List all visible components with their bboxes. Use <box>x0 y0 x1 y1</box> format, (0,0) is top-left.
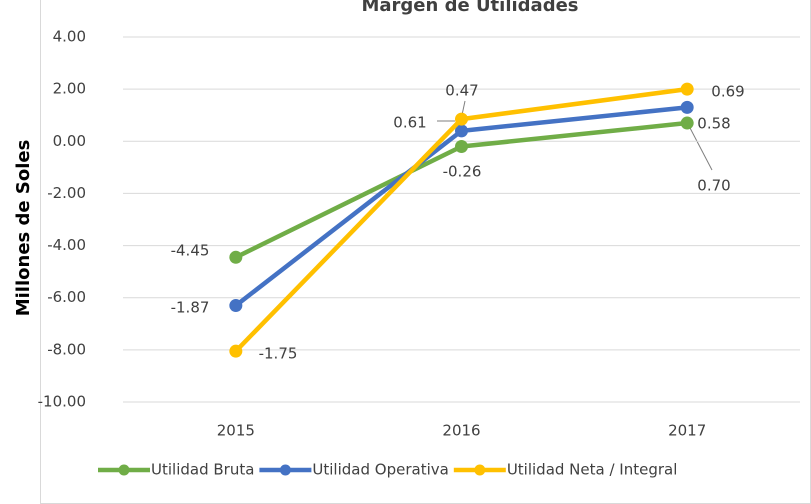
series-point <box>229 299 243 313</box>
y-tick-label: -8.00 <box>47 340 86 358</box>
chart-border <box>40 0 811 504</box>
y-tick-label: -2.00 <box>47 184 86 202</box>
data-annotation: -4.45 <box>171 242 210 260</box>
series-point <box>455 112 468 126</box>
x-tick-label: 2017 <box>668 422 706 440</box>
y-tick-label: -4.00 <box>47 236 86 254</box>
series-point <box>229 250 243 264</box>
data-annotation: 0.47 <box>445 82 478 100</box>
x-tick-label: 2016 <box>442 422 480 440</box>
y-axis-title: Millones de Soles <box>13 140 34 317</box>
y-tick-label: 2.00 <box>53 80 86 98</box>
y-tick-label: 4.00 <box>53 28 86 46</box>
legend-marker <box>279 464 291 476</box>
legend-label: Utilidad Operativa <box>312 461 448 479</box>
y-tick-label: -10.00 <box>38 393 86 411</box>
x-tick-label: 2015 <box>217 422 255 440</box>
legend-marker <box>118 464 130 476</box>
series-point <box>680 100 694 114</box>
data-annotation: 0.69 <box>711 83 744 101</box>
data-annotation: -1.75 <box>259 345 298 363</box>
data-annotation: -0.26 <box>443 163 482 181</box>
chart-title: Margen de Utilidades <box>361 0 578 16</box>
legend-label: Utilidad Neta / Integral <box>507 461 678 479</box>
data-annotation: 0.58 <box>697 115 730 133</box>
data-annotation: 0.70 <box>697 177 730 195</box>
y-tick-label: 0.00 <box>53 132 86 150</box>
series-point <box>680 82 694 96</box>
series-point <box>455 124 468 138</box>
series-point <box>455 140 468 153</box>
leader-line <box>461 100 466 116</box>
leader-line <box>688 125 713 171</box>
data-annotation: -1.87 <box>171 299 210 317</box>
legend-label: Utilidad Bruta <box>151 461 254 479</box>
y-tick-label: -6.00 <box>47 288 86 306</box>
legend-marker <box>474 464 486 476</box>
data-annotation: 0.61 <box>393 114 426 132</box>
series-point <box>229 344 243 358</box>
series-point <box>680 116 694 130</box>
